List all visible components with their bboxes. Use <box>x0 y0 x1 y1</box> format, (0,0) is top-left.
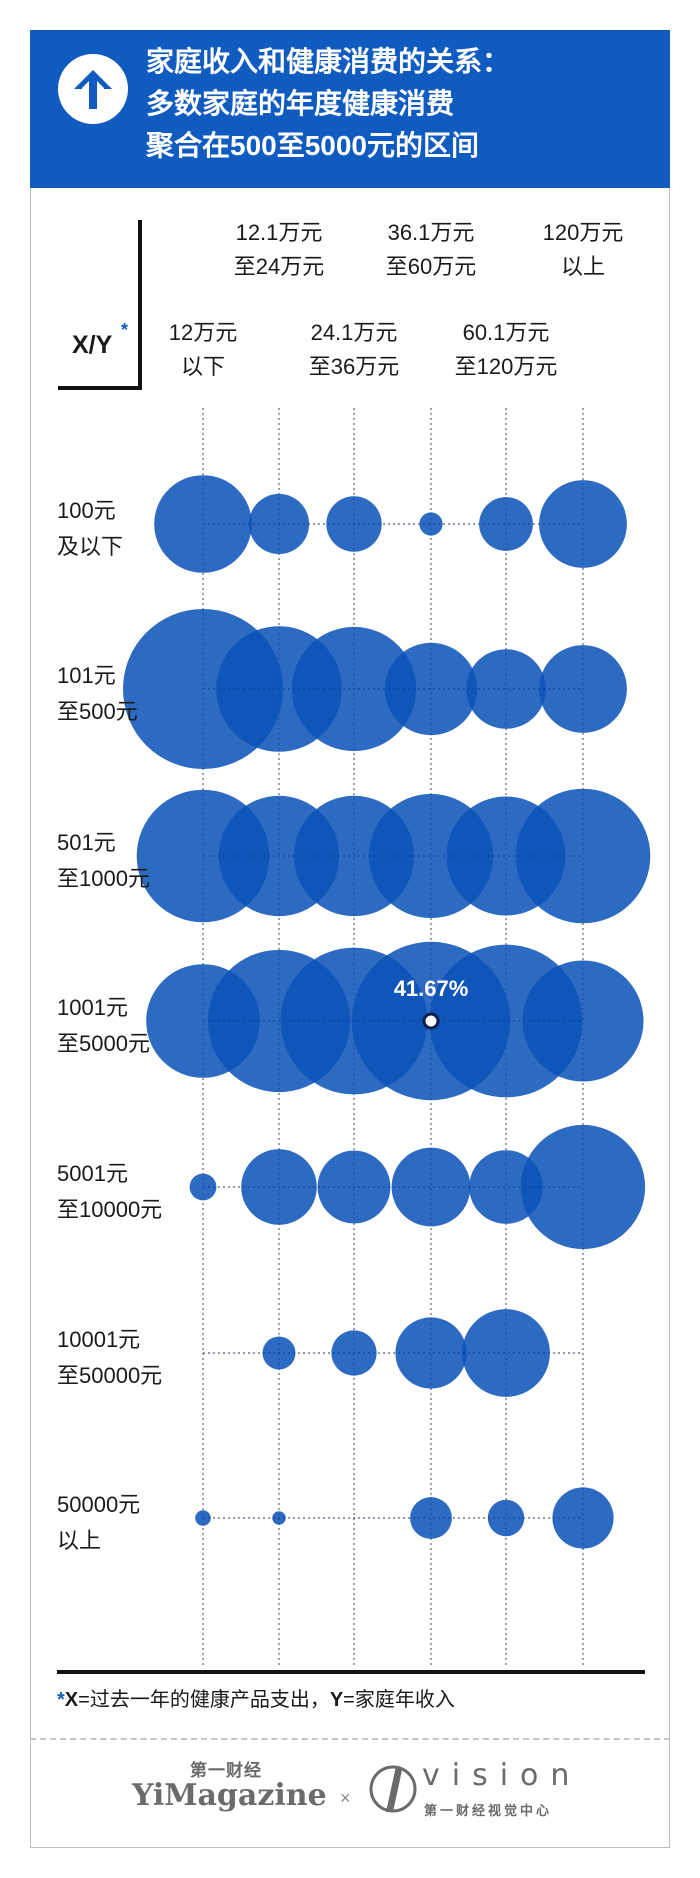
row-label-5-line1: 5001元 <box>57 1161 128 1186</box>
row-label-3-line2: 至1000元 <box>57 866 150 891</box>
column-label-4-line2: 至60万元 <box>386 254 476 279</box>
column-label-6-line2: 以上 <box>561 254 605 279</box>
bubble-r5-c4 <box>391 1147 471 1227</box>
column-label-4-line1: 36.1万元 <box>388 220 475 245</box>
column-label-5-line1: 60.1万元 <box>463 320 550 345</box>
row-label-4-line1: 1001元 <box>57 995 128 1020</box>
vision-wordmark: vision <box>422 1758 582 1793</box>
footer-divider <box>30 1738 670 1740</box>
footnote: *X=过去一年的健康产品支出，Y=家庭年收入 <box>57 1683 455 1712</box>
row-label-4-line2: 至5000元 <box>57 1031 150 1056</box>
bubble-r2-c4 <box>384 642 478 736</box>
vision-logo-icon <box>366 1760 420 1823</box>
row-label-6-line1: 10001元 <box>57 1327 140 1352</box>
brand-cn: 第一财经 <box>190 1761 262 1780</box>
footnote-y-text: =家庭年收入 <box>343 1689 455 1711</box>
corner-label: X/Y <box>72 331 113 359</box>
bubble-r1-c4 <box>419 512 443 536</box>
bubble-r6-c5 <box>462 1309 550 1397</box>
column-label-5-line2: 至120万元 <box>455 354 558 379</box>
bubble-r5-c6 <box>520 1124 646 1250</box>
row-label-1-line2: 及以下 <box>57 534 123 559</box>
footnote-x-key: X <box>64 1689 79 1711</box>
bubble-r3-c6 <box>515 788 651 924</box>
bubble-r2-c5 <box>466 649 546 729</box>
column-label-3-line2: 至36万元 <box>309 354 399 379</box>
footnote-y-key: Y <box>329 1689 344 1711</box>
bubble-r4-c6 <box>522 960 644 1082</box>
arrow-up-icon <box>58 54 128 124</box>
corner-star: * <box>121 320 128 340</box>
row-label-1-line1: 100元 <box>57 498 116 523</box>
column-label-1-line1: 12万元 <box>169 320 237 345</box>
bubble-r7-c5 <box>487 1499 525 1537</box>
column-label-2-line2: 至24万元 <box>234 254 324 279</box>
row-label-3-line1: 501元 <box>57 830 116 855</box>
column-label-2-line1: 12.1万元 <box>236 220 323 245</box>
bubble-r1-c5 <box>479 497 533 551</box>
column-label-6-line1: 120万元 <box>543 220 624 245</box>
title-line-2: 多数家庭的年度健康消费 <box>146 88 455 119</box>
column-label-1-line2: 以下 <box>181 354 225 379</box>
corner-bracket <box>58 220 142 390</box>
brand-times: × <box>340 1788 351 1808</box>
highlight-marker <box>422 1012 440 1030</box>
bubble-r6-c4 <box>395 1317 467 1389</box>
row-label-7-line2: 以上 <box>57 1528 101 1553</box>
bubble-r7-c6 <box>552 1487 614 1549</box>
row-label-2-line2: 至500元 <box>57 699 138 724</box>
footnote-star: * <box>57 1689 65 1711</box>
row-label-6-line2: 至50000元 <box>57 1363 162 1388</box>
footnote-x-text: =过去一年的健康产品支出， <box>78 1689 330 1711</box>
bubble-r2-c6 <box>539 645 627 733</box>
bubble-r1-c6 <box>539 480 627 568</box>
header-banner <box>30 30 670 188</box>
row-label-7-line1: 50000元 <box>57 1492 140 1517</box>
bubble-r7-c4 <box>410 1497 452 1539</box>
title-line-1: 家庭收入和健康消费的关系： <box>146 46 511 77</box>
page-title: 家庭收入和健康消费的关系： 多数家庭的年度健康消费 聚合在500至5000元的区… <box>146 42 646 166</box>
title-line-3: 聚合在500至5000元的区间 <box>146 130 480 161</box>
row-label-5-line2: 至10000元 <box>57 1197 162 1222</box>
brand-logo-yimagazine: YiMagazine <box>132 1778 327 1813</box>
column-label-3-line1: 24.1万元 <box>311 320 398 345</box>
highlight-label: 41.67% <box>394 976 469 1001</box>
vision-cn: 第一财经视觉中心 <box>424 1803 553 1818</box>
row-label-2-line1: 101元 <box>57 663 116 688</box>
